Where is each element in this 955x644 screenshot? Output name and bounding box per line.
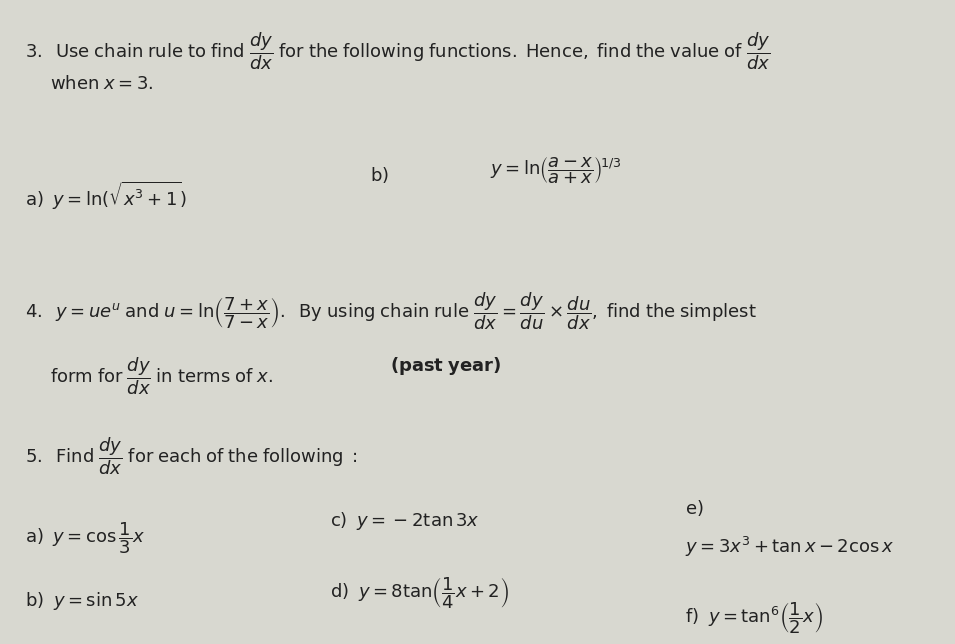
Text: $y = \ln\!\left(\dfrac{a-x}{a+x}\right)^{\!1/3}$: $y = \ln\!\left(\dfrac{a-x}{a+x}\right)^… [490,155,622,185]
Text: $4.\;\; y = ue^u \;\mathrm{and}\; u = \ln\!\left(\dfrac{7+x}{7-x}\right).\;\; \m: $4.\;\; y = ue^u \;\mathrm{and}\; u = \l… [25,290,757,332]
Text: $\mathrm{a)}\;\; y = \cos \dfrac{1}{3}x$: $\mathrm{a)}\;\; y = \cos \dfrac{1}{3}x$ [25,520,145,556]
Text: $\mathrm{form\; for}\; \dfrac{dy}{dx} \;\mathrm{in\; terms\; of}\; x.$: $\mathrm{form\; for}\; \dfrac{dy}{dx} \;… [50,355,273,397]
Text: $3.\;\; \mathrm{Use\; chain\; rule\; to\; find}\; \dfrac{dy}{dx} \;\mathrm{for\;: $3.\;\; \mathrm{Use\; chain\; rule\; to\… [25,30,771,71]
Text: $5.\;\; \mathrm{Find}\; \dfrac{dy}{dx} \;\mathrm{for\; each\; of\; the\; followi: $5.\;\; \mathrm{Find}\; \dfrac{dy}{dx} \… [25,435,357,477]
Text: $\mathrm{a)}\;\; y = \ln(\sqrt{x^3+1})$: $\mathrm{a)}\;\; y = \ln(\sqrt{x^3+1})$ [25,180,186,212]
Text: $\mathrm{e)}$: $\mathrm{e)}$ [685,498,704,518]
Text: $\mathrm{b)}\;\; y = \sin 5x$: $\mathrm{b)}\;\; y = \sin 5x$ [25,590,138,612]
Text: $\mathrm{c)}\;\; y = -2\tan 3x$: $\mathrm{c)}\;\; y = -2\tan 3x$ [330,510,479,532]
Text: $\mathrm{when}\; x = 3.$: $\mathrm{when}\; x = 3.$ [50,75,154,93]
Text: $\mathbf{(past\; year)}$: $\mathbf{(past\; year)}$ [390,355,501,377]
Text: $\mathrm{b)}$: $\mathrm{b)}$ [370,165,389,185]
Text: $\mathrm{d)}\;\; y = 8\tan\!\left(\dfrac{1}{4}x + 2\right)$: $\mathrm{d)}\;\; y = 8\tan\!\left(\dfrac… [330,575,509,611]
Text: $y = 3x^3 + \tan x - 2\cos x$: $y = 3x^3 + \tan x - 2\cos x$ [685,535,895,559]
Text: $\mathrm{f)}\;\; y = \tan^6\!\left(\dfrac{1}{2}x\right)$: $\mathrm{f)}\;\; y = \tan^6\!\left(\dfra… [685,600,823,636]
